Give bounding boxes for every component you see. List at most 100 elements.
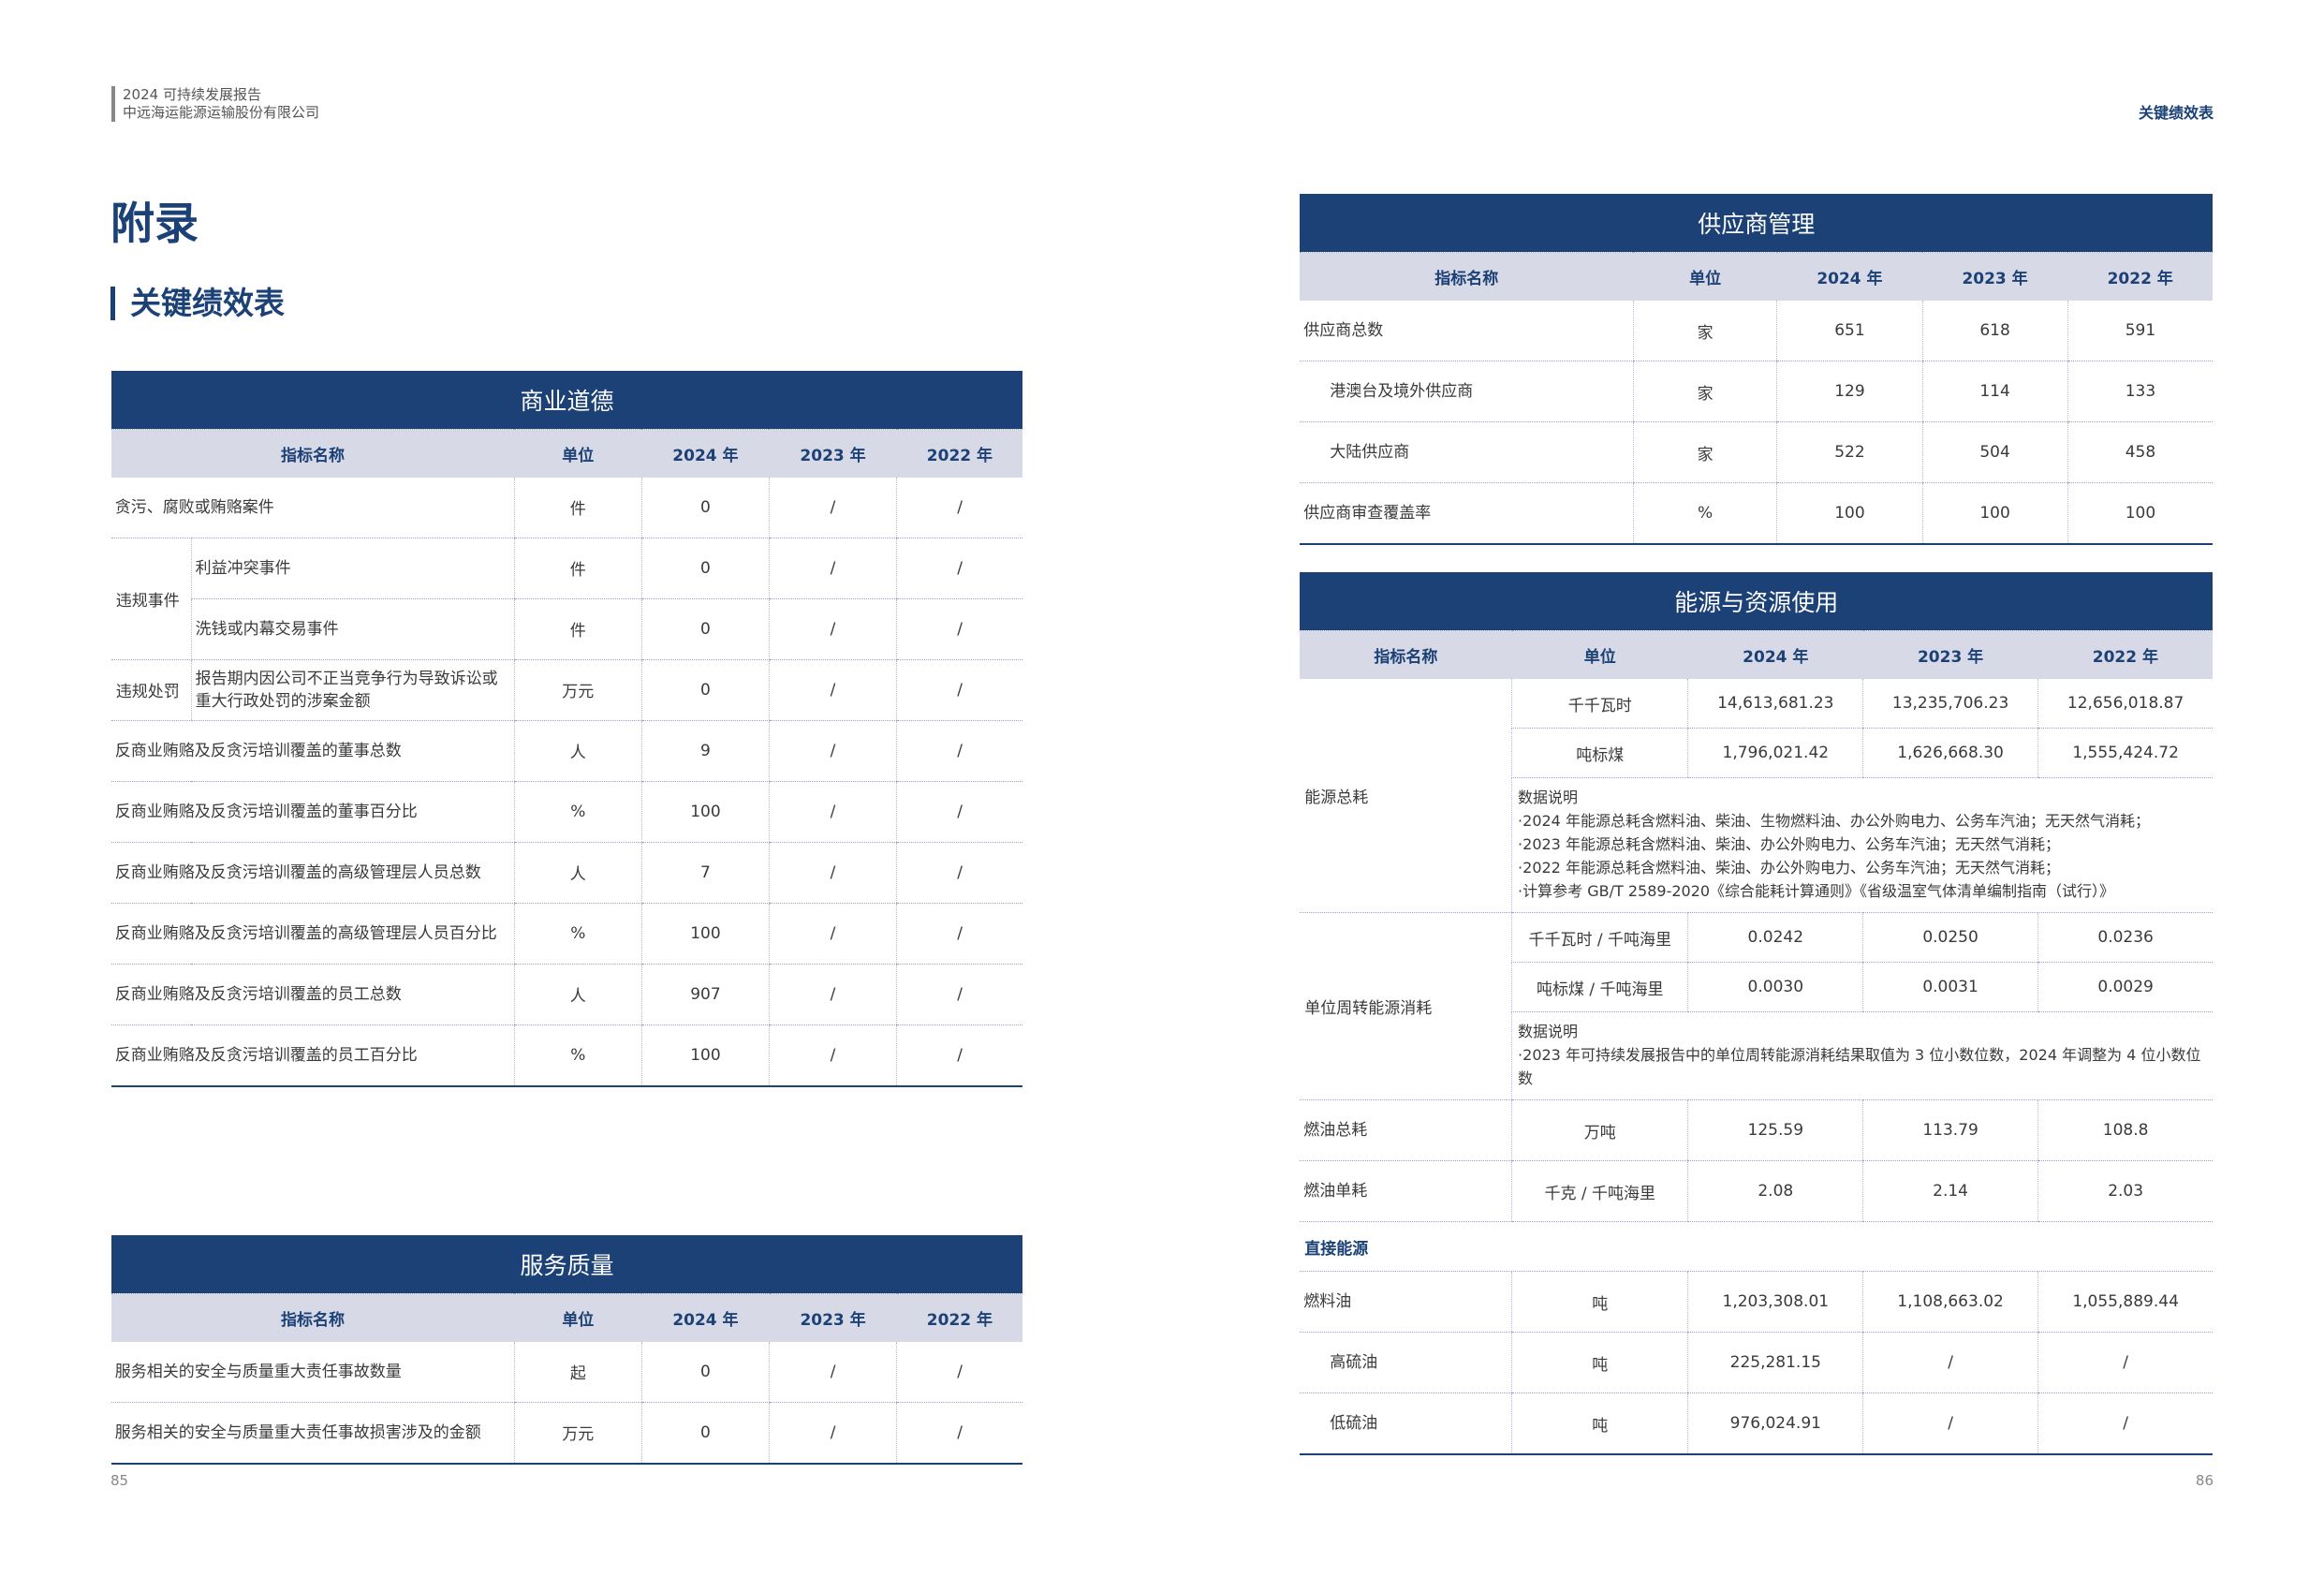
value-cell: 125.59: [1687, 1099, 1863, 1161]
value-cell: /: [896, 1402, 1023, 1465]
value-cell: /: [896, 1341, 1023, 1403]
data-row: 供应商总数家 651 618 591: [1300, 301, 2214, 362]
value-cell: 618: [1921, 301, 2068, 362]
data-row: 大陆供应商家 522 504 458: [1300, 421, 2214, 484]
value-cell: 114: [1921, 361, 2068, 423]
value-cell: 100: [1776, 482, 1922, 546]
value-cell: 0.0236: [2037, 912, 2214, 963]
value-cell: /: [896, 538, 1023, 599]
value-cell: 0: [640, 598, 770, 660]
unit-cell: 人: [513, 720, 642, 782]
indicator-name: 报告期内因公司不正当竞争行为导致诉讼或重大行政处罚的涉案金额: [190, 659, 515, 721]
data-note: 数据说明 ·2024 年能源总耗含燃料油、柴油、生物燃料油、办公外购电力、公务车汽…: [1511, 777, 2214, 913]
column-header: 指标名称: [110, 429, 515, 478]
kpi-table: 服务质量 指标名称 单位 2024 年 2023 年 2022 年服务相关的安全与质量重大…: [110, 1234, 1023, 1465]
value-cell: 2.08: [1687, 1160, 1863, 1222]
value-cell: 907: [640, 964, 770, 1025]
unit-cell: 件: [513, 477, 642, 538]
unit-cell: 万元: [513, 659, 642, 721]
value-cell: 100: [640, 903, 770, 965]
column-header: 单位: [514, 429, 642, 478]
table-title: 商业道德: [110, 370, 1023, 430]
data-row: 供应商审查覆盖率% 100 100 100: [1300, 482, 2214, 546]
unit-cell: 起: [513, 1341, 642, 1403]
company-name: 中远海运能源运输股份有限公司: [123, 104, 320, 121]
value-cell: /: [768, 1024, 897, 1087]
page-number: 86: [2195, 1472, 2214, 1489]
value-cell: 225,281.15: [1687, 1332, 1863, 1393]
value-cell: /: [896, 842, 1023, 904]
indicator-name: 反商业贿赂及反贪污培训覆盖的董事总数: [110, 720, 515, 782]
value-cell: 129: [1776, 361, 1922, 423]
value-cell: 651: [1776, 301, 1922, 362]
column-header: 2024 年: [641, 429, 770, 478]
subtitle: 关键绩效表: [110, 287, 285, 320]
page-title: 附录: [110, 199, 199, 250]
indicator-name: 供应商审查覆盖率: [1300, 482, 1634, 546]
unit-cell: 件: [513, 598, 642, 660]
value-cell: /: [768, 720, 897, 782]
kpi-table: 能源与资源使用 指标名称 单位 2024 年 2023 年 2022 年能源总耗 千千瓦时 1…: [1300, 572, 2214, 1455]
value-cell: 13,235,706.23: [1862, 679, 2038, 729]
unit-cell: 家: [1632, 301, 1777, 362]
indicator-name: 贪污、腐败或贿赂案件: [110, 477, 515, 538]
data-row: 反商业贿赂及反贪污培训覆盖的员工百分比% 100//: [110, 1024, 1023, 1087]
value-cell: 12,656,018.87: [2037, 679, 2214, 729]
column-header: 单位: [514, 1293, 642, 1342]
indicator-name: 大陆供应商: [1300, 421, 1634, 484]
data-row: 违规处罚 报告期内因公司不正当竞争行为导致诉讼或重大行政处罚的涉案金额 万元 0//: [110, 659, 1023, 721]
table-title: 服务质量: [110, 1234, 1023, 1294]
value-cell: 1,108,663.02: [1862, 1271, 2038, 1333]
value-cell: /: [768, 781, 897, 843]
unit-cell: 家: [1632, 421, 1777, 484]
unit-cell: %: [513, 1024, 642, 1087]
data-row: 吨标煤 / 千吨海里 0.0030 0.0031 0.0029: [1300, 962, 2214, 1012]
note-line: 数据说明: [1518, 788, 1579, 806]
note-line: 数据说明: [1518, 1023, 1579, 1040]
value-cell: /: [768, 842, 897, 904]
value-cell: /: [768, 538, 897, 599]
value-cell: /: [896, 659, 1023, 721]
unit-cell: 件: [513, 538, 642, 599]
indicator-name: 燃料油: [1300, 1271, 1512, 1333]
column-header: 2024 年: [1687, 630, 1863, 679]
value-cell: /: [896, 598, 1023, 660]
note-line: ·2022 年能源总耗含燃料油、柴油、办公外购电力、公务车汽油；无天然气消耗；: [1518, 859, 2060, 877]
unit-cell: 人: [513, 964, 642, 1025]
value-cell: 1,796,021.42: [1687, 728, 1863, 778]
data-row: 反商业贿赂及反贪污培训覆盖的董事总数人 9//: [110, 720, 1023, 782]
column-header: 2022 年: [896, 429, 1023, 478]
indicator-name: 反商业贿赂及反贪污培训覆盖的高级管理层人员百分比: [110, 903, 515, 965]
data-row: 港澳台及境外供应商家 129 114 133: [1300, 361, 2214, 423]
unit-cell: 家: [1632, 361, 1777, 423]
value-cell: /: [768, 964, 897, 1025]
group-label: 违规事件: [110, 538, 192, 660]
data-row: 反商业贿赂及反贪污培训覆盖的员工总数人 907//: [110, 964, 1023, 1025]
value-cell: /: [896, 903, 1023, 965]
value-cell: 113.79: [1862, 1099, 2038, 1161]
value-cell: 0.0250: [1862, 912, 2038, 963]
column-header: 单位: [1511, 630, 1688, 679]
column-header: 指标名称: [110, 1293, 515, 1342]
data-row: 数据说明 ·2023 年可持续发展报告中的单位周转能源消耗结果取值为 3 位小数位…: [1300, 1011, 2214, 1100]
value-cell: 14,613,681.23: [1687, 679, 1863, 729]
indicator-name: 反商业贿赂及反贪污培训覆盖的员工总数: [110, 964, 515, 1025]
unit-cell: 吨: [1511, 1332, 1688, 1393]
header-row: 指标名称 单位 2024 年 2023 年 2022 年: [110, 429, 1023, 478]
data-note: 数据说明 ·2023 年可持续发展报告中的单位周转能源消耗结果取值为 3 位小数位…: [1511, 1011, 2214, 1100]
report-name: 2024 可持续发展报告: [123, 86, 261, 103]
data-row: 低硫油吨 976,024.91//: [1300, 1393, 2214, 1455]
data-row: 反商业贿赂及反贪污培训覆盖的高级管理层人员百分比% 100//: [110, 903, 1023, 965]
unit-cell: %: [513, 781, 642, 843]
value-cell: 1,626,668.30: [1862, 728, 2038, 778]
data-row: 洗钱或内幕交易事件件 0//: [111, 598, 1023, 660]
value-cell: 100: [1921, 482, 2068, 546]
header-row: 指标名称 单位 2024 年 2023 年 2022 年: [110, 1293, 1023, 1342]
indicator-name: 反商业贿赂及反贪污培训覆盖的员工百分比: [110, 1024, 515, 1087]
data-row: 违规事件 利益冲突事件件 0//: [110, 538, 1023, 660]
value-cell: 0.0031: [1862, 962, 2038, 1012]
data-row: 贪污、腐败或贿赂案件件 0//: [110, 477, 1023, 538]
value-cell: 0: [640, 477, 770, 538]
header-row: 指标名称 单位 2024 年 2023 年 2022 年: [1300, 630, 2214, 679]
indicator-name: 反商业贿赂及反贪污培训覆盖的高级管理层人员总数: [110, 842, 515, 904]
